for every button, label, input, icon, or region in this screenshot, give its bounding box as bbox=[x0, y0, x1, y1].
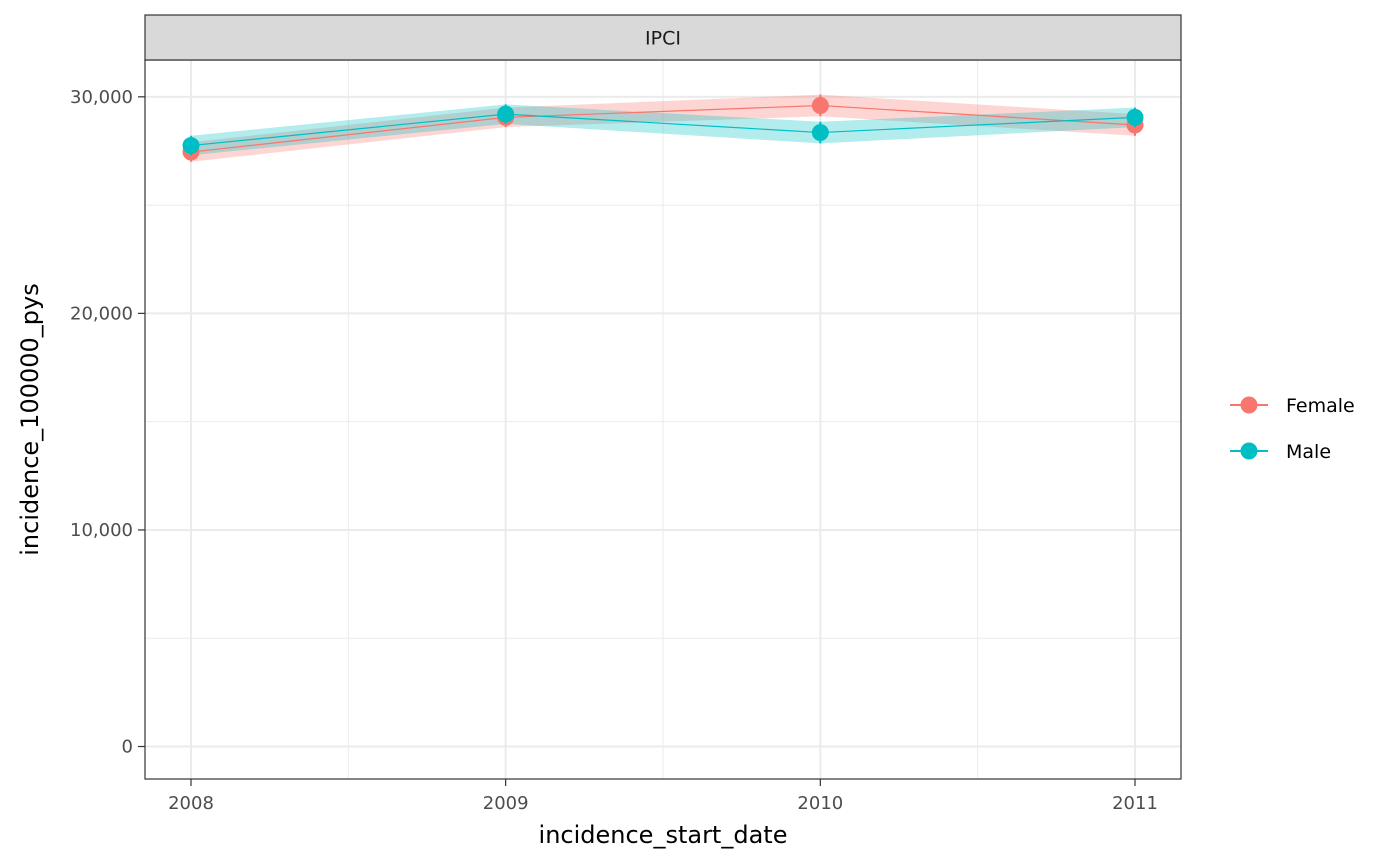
x-tick-label: 2009 bbox=[483, 793, 529, 814]
legend-item-male: Male bbox=[1230, 441, 1331, 463]
point-male bbox=[811, 124, 829, 142]
facet-strip: IPCI bbox=[144, 14, 1182, 61]
series-points bbox=[182, 94, 1144, 162]
minor-gridlines bbox=[145, 60, 1181, 779]
y-axis-title: incidence_100000_pys bbox=[16, 283, 44, 555]
y-tick-label: 10,000 bbox=[70, 520, 133, 541]
band-male bbox=[191, 104, 1135, 156]
facet-strip-background bbox=[144, 14, 1182, 61]
legend-key-point bbox=[1240, 442, 1258, 460]
line-male bbox=[190, 113, 1136, 147]
y-tick-label: 0 bbox=[122, 737, 133, 758]
line-female bbox=[190, 104, 1136, 153]
x-tick-label: 2008 bbox=[168, 793, 214, 814]
y-tick-label: 20,000 bbox=[70, 303, 133, 324]
legend-label: Male bbox=[1286, 441, 1331, 463]
x-tick-label: 2010 bbox=[797, 793, 843, 814]
legend: Female Male bbox=[1230, 395, 1355, 463]
legend-item-female: Female bbox=[1230, 395, 1355, 417]
y-axis: 0 10,000 20,000 30,000 bbox=[70, 87, 145, 758]
point-male bbox=[497, 105, 515, 123]
facet-label: IPCI bbox=[645, 28, 681, 50]
point-female bbox=[811, 96, 829, 114]
band-female bbox=[191, 94, 1135, 162]
x-axis: 2008 2009 2010 2011 bbox=[168, 779, 1158, 814]
series-lines bbox=[190, 104, 1136, 153]
point-male bbox=[1126, 108, 1144, 126]
x-tick-label: 2011 bbox=[1112, 793, 1158, 814]
confidence-bands bbox=[191, 94, 1135, 162]
point-male bbox=[182, 137, 200, 155]
y-tick-label: 30,000 bbox=[70, 87, 133, 108]
x-axis-title: incidence_start_date bbox=[539, 821, 788, 849]
legend-label: Female bbox=[1286, 395, 1355, 417]
major-gridlines bbox=[145, 60, 1181, 779]
legend-key-point bbox=[1240, 396, 1258, 414]
